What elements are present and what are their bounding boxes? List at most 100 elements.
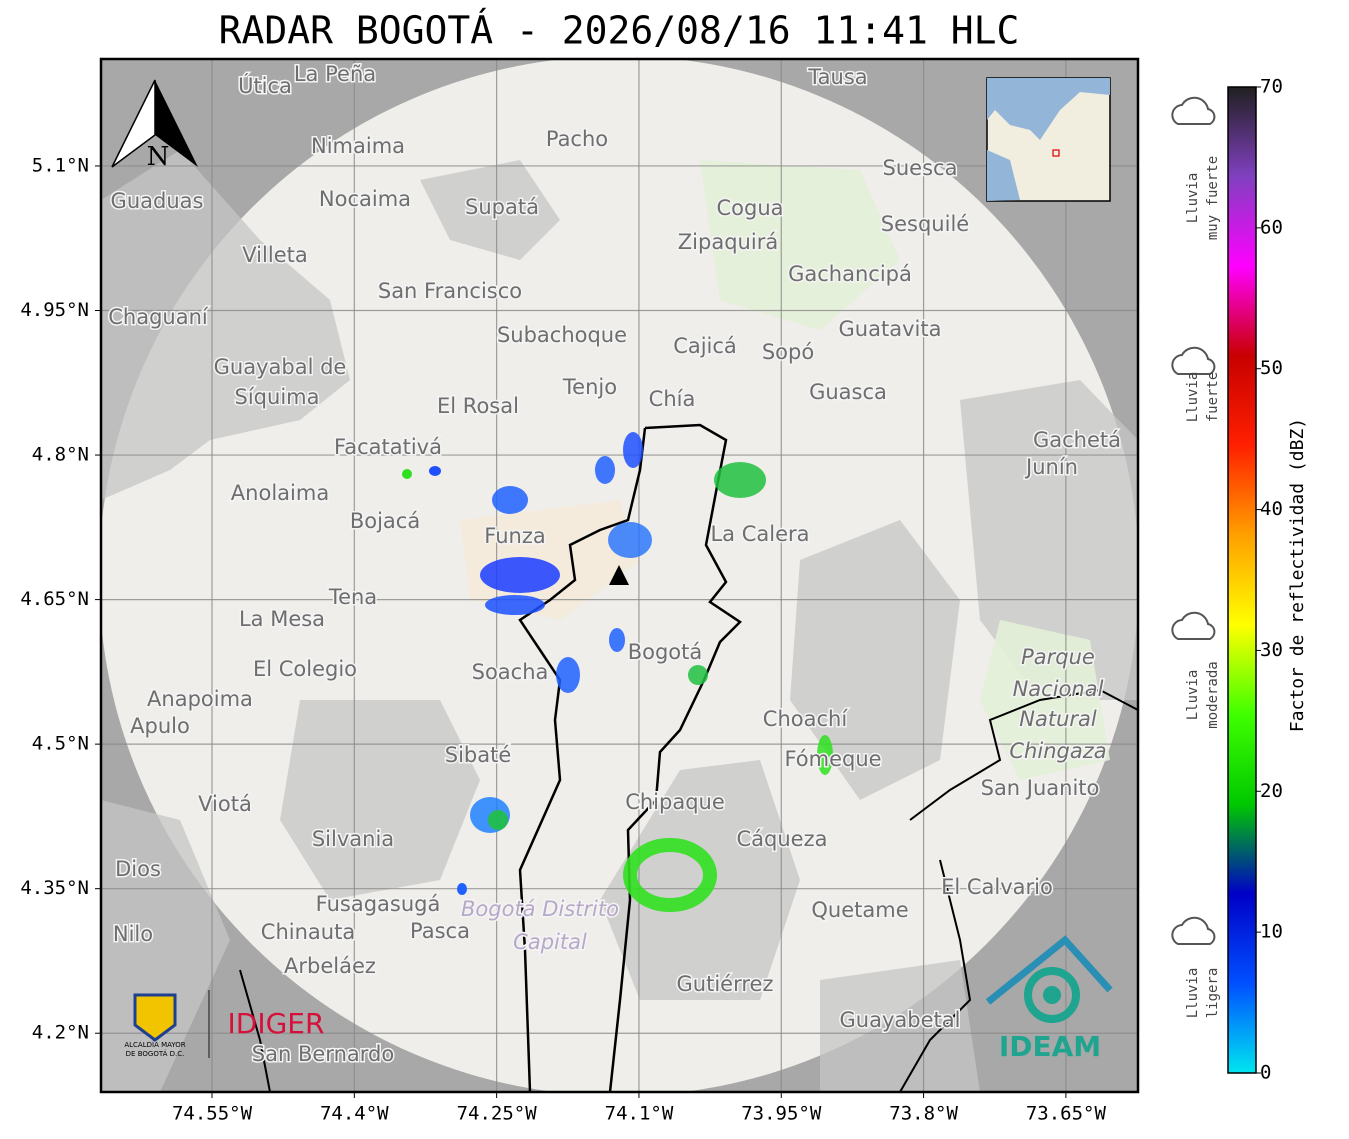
colorbar-tick-label: 70 xyxy=(1260,76,1283,98)
place: Sopó xyxy=(762,340,814,364)
place: Capital xyxy=(513,930,587,954)
place: Sesquilé xyxy=(881,212,969,236)
place: Cogua xyxy=(716,196,783,220)
north-arrow: N xyxy=(111,79,198,172)
rain-class-label: Lluvia xyxy=(1185,372,1201,423)
place: Chaguaní xyxy=(108,305,209,329)
rain-icon xyxy=(1171,916,1216,945)
place: Silvania xyxy=(312,827,394,851)
rain-class-label: Lluvia xyxy=(1185,968,1201,1019)
title: RADAR BOGOTÁ - 2026/08/16 11:41 HLC xyxy=(219,9,1020,53)
place: Gachetá xyxy=(1033,428,1121,452)
logo-ideam: IDEAM xyxy=(999,1030,1101,1063)
y-tick-label: 4.35°N xyxy=(20,877,89,899)
place: Síquima xyxy=(235,385,320,409)
terrain xyxy=(101,150,1138,1092)
place: Nimaima xyxy=(311,134,405,158)
place: Guayabal de xyxy=(214,355,347,379)
place: Nocaima xyxy=(319,187,411,211)
colorbar-tick-label: 0 xyxy=(1260,1062,1271,1084)
place: Bogotá Distrito xyxy=(461,897,619,921)
place: Facatativá xyxy=(334,435,442,459)
y-tick-label: 4.65°N xyxy=(20,588,89,610)
y-tick-label: 4.2°N xyxy=(32,1022,89,1044)
place: La Mesa xyxy=(239,607,325,631)
x-tick-label: 74.1°W xyxy=(605,1103,674,1125)
place: Arbeláez xyxy=(284,954,376,978)
rain-icon xyxy=(1171,611,1216,640)
rain-class-label: Lluvia xyxy=(1185,173,1201,224)
cloud xyxy=(1171,96,1216,125)
rain-class-label: fuerte xyxy=(1205,372,1221,423)
x-tick-label: 74.4°W xyxy=(320,1103,389,1125)
map-frame xyxy=(99,57,1140,1094)
place: Sibaté xyxy=(445,743,512,767)
cloud xyxy=(1171,916,1216,945)
place: Suesca xyxy=(883,156,958,180)
place: Subachoque xyxy=(497,323,627,347)
place: Guasca xyxy=(809,380,887,404)
rain-class-label: ligera xyxy=(1205,968,1221,1019)
place: Chía xyxy=(649,387,696,411)
place: Anolaima xyxy=(231,481,329,505)
place: Nacional xyxy=(1013,677,1104,701)
rain-icon xyxy=(1171,346,1216,375)
colorbar-tick-label: 30 xyxy=(1260,639,1283,661)
colorbar xyxy=(1227,86,1257,1074)
place: Pasca xyxy=(410,919,470,943)
y-tick-label: 4.95°N xyxy=(20,299,89,321)
place: San Juanito xyxy=(981,776,1100,800)
place: Anapoima xyxy=(147,687,253,711)
x-tick-label: 73.65°W xyxy=(1026,1103,1107,1125)
cloud xyxy=(1171,611,1216,640)
place: Nilo xyxy=(113,922,153,946)
y-tick-label: 4.5°N xyxy=(32,733,89,755)
place: Bogotá xyxy=(628,640,703,664)
place: Funza xyxy=(484,524,545,548)
rain-class-label: muy fuerte xyxy=(1205,156,1221,240)
places: La Peña Útica Tausa Nimaima Pacho Guadua… xyxy=(107,61,1123,1068)
place: San Bernardo xyxy=(252,1042,394,1066)
colorbar-label: Factor de reflectividad (dBZ) xyxy=(1287,418,1308,732)
radar-site xyxy=(609,565,629,585)
inset-map xyxy=(986,77,1111,202)
x-tick-label: 73.8°W xyxy=(889,1103,958,1125)
logo-text: DE BOGOTÁ D.C. xyxy=(126,1049,185,1058)
place: Tena xyxy=(328,585,377,609)
place: Útica xyxy=(238,73,292,98)
place: Fusagasugá xyxy=(316,892,441,916)
radar-echoes xyxy=(402,432,833,912)
logo-idiger: IDIGER xyxy=(228,1007,325,1040)
place: Choachí xyxy=(763,707,849,731)
place: Parque xyxy=(1021,645,1095,669)
y-tick-label: 4.8°N xyxy=(32,444,89,466)
colorbar-tick-label: 40 xyxy=(1260,498,1283,520)
place: La Calera xyxy=(710,522,809,546)
place: La Peña xyxy=(294,62,376,86)
place: Cáqueza xyxy=(737,827,828,851)
department-boundary xyxy=(239,688,1138,1092)
place: Cajicá xyxy=(673,334,737,358)
x-tick-label: 73.95°W xyxy=(741,1103,822,1125)
place: El Rosal xyxy=(437,394,519,418)
place: Gachancipá xyxy=(788,262,912,286)
rain-class-label: Lluvia xyxy=(1185,670,1201,721)
place: Dios xyxy=(115,857,161,881)
logos: ALCALDÍA MAYOR DE BOGOTÁ D.C. IDIGER IDE… xyxy=(124,935,1113,1063)
rain-icon xyxy=(1171,96,1216,125)
place: Guayabetal xyxy=(840,1008,961,1032)
y-tick-label: 5.1°N xyxy=(32,154,89,176)
colorbar-tick-label: 20 xyxy=(1260,780,1283,802)
place: Gutiérrez xyxy=(677,972,774,996)
x-tick-label: 74.55°W xyxy=(172,1103,253,1125)
place: Viotá xyxy=(198,792,252,816)
place: Chinauta xyxy=(261,920,355,944)
colorbar-tick-label: 50 xyxy=(1260,357,1283,379)
place: Tausa xyxy=(807,65,867,89)
place: Tenjo xyxy=(562,375,617,399)
cloud xyxy=(1171,346,1216,375)
grid xyxy=(101,59,1138,1092)
logo-text: ALCALDÍA MAYOR xyxy=(124,1040,185,1049)
